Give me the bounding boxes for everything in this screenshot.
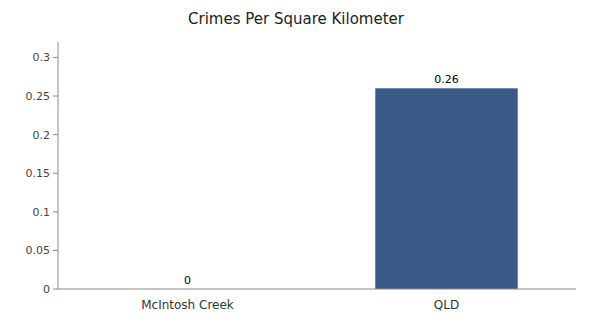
y-tick-label: 0 [43, 283, 50, 296]
x-tick-label: McIntosh Creek [141, 298, 234, 312]
y-tick [53, 134, 58, 135]
y-tick [53, 96, 58, 97]
y-tick [53, 57, 58, 58]
bars [375, 88, 517, 289]
y-tick-label: 0.3 [33, 51, 51, 64]
data-label: 0.26 [434, 73, 459, 86]
y-tick-label: 0.05 [26, 244, 51, 257]
chart-container: Crimes Per Square Kilometer00.050.10.150… [0, 0, 592, 333]
title: Crimes Per Square Kilometer [188, 10, 405, 28]
y-tick [53, 289, 58, 290]
y-tick-label: 0.25 [26, 90, 51, 103]
x-tick-label: QLD [434, 298, 459, 312]
y-tick [53, 250, 58, 251]
x-axis: McIntosh Creek QLD [58, 289, 576, 312]
data-label: 0 [184, 274, 191, 287]
y-tick [53, 173, 58, 174]
bar [375, 88, 517, 289]
y-axis-line [58, 42, 59, 289]
y-tick-label: 0.2 [33, 129, 51, 142]
data-labels: 00.26 [184, 73, 459, 287]
x-axis-line [58, 289, 576, 290]
y-tick-label: 0.1 [33, 206, 51, 219]
y-axis: 0 0.05 0.1 0.15 0.2 0.25 0.3 [26, 42, 59, 296]
y-tick [53, 211, 58, 212]
chart: Crimes Per Square Kilometer00.050.10.150… [0, 0, 592, 333]
y-tick-label: 0.15 [26, 167, 51, 180]
